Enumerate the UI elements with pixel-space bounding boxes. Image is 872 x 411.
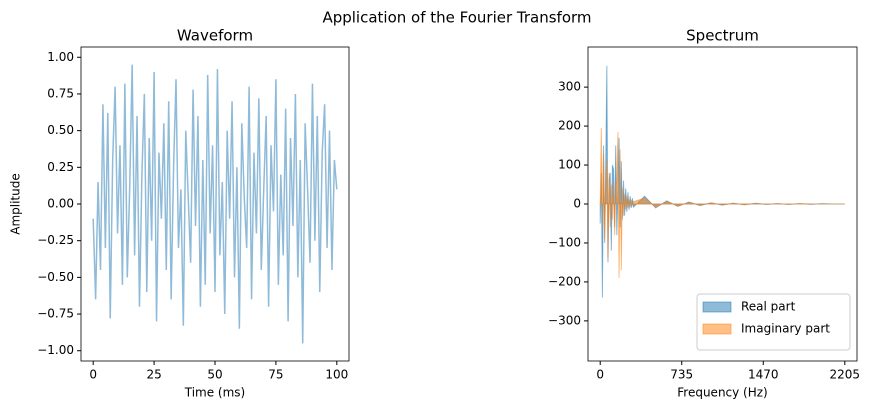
x-tick-label: 100 — [325, 368, 348, 382]
y-tick-label: 300 — [558, 80, 581, 94]
y-tick-label: 100 — [558, 158, 581, 172]
y-tick-label: 0.75 — [47, 86, 74, 100]
y-tick-label: 0.50 — [47, 123, 74, 137]
y-tick-label: 0 — [573, 197, 581, 211]
legend-swatch — [702, 323, 732, 335]
line — [92, 64, 338, 344]
figure-title: Application of the Fourier Transform — [322, 9, 591, 27]
y-tick-label: −0.50 — [37, 270, 74, 284]
x-tick-label: 1470 — [748, 368, 779, 382]
x-axis-label: Time (ms) — [184, 386, 246, 400]
y-tick-label: −100 — [548, 235, 581, 249]
y-tick-label: −1.00 — [37, 343, 74, 357]
legend-label: Real part — [741, 300, 796, 314]
x-tick-label: 25 — [146, 368, 161, 382]
legend-box — [696, 293, 851, 351]
x-tick-label: 2205 — [830, 368, 861, 382]
y-tick-label: 0.25 — [47, 160, 74, 174]
legend-label: Imaginary part — [741, 322, 830, 336]
y-tick-label: 1.00 — [47, 50, 74, 64]
x-tick-label: 50 — [207, 368, 222, 382]
x-tick-label: 0 — [596, 368, 604, 382]
plot-area — [599, 65, 845, 298]
x-axis-label: Frequency (Hz) — [677, 386, 768, 400]
plot-area — [92, 64, 338, 344]
x-tick-label: 735 — [670, 368, 693, 382]
y-tick-label: −0.25 — [37, 233, 74, 247]
y-axis-label: Amplitude — [9, 173, 23, 235]
x-tick-label: 75 — [268, 368, 283, 382]
x-tick-label: 0 — [89, 368, 97, 382]
area — [599, 128, 845, 279]
area — [599, 65, 845, 298]
axes-title: Spectrum — [686, 27, 759, 45]
y-tick-label: −300 — [548, 313, 581, 327]
axes-title: Waveform — [177, 27, 253, 45]
legend-swatch — [702, 301, 732, 313]
y-tick-label: −200 — [548, 274, 581, 288]
legend: Real part Imaginary part — [696, 293, 851, 351]
y-tick-label: 0.00 — [47, 197, 74, 211]
y-tick-label: 200 — [558, 119, 581, 133]
y-tick-label: −0.75 — [37, 307, 74, 321]
